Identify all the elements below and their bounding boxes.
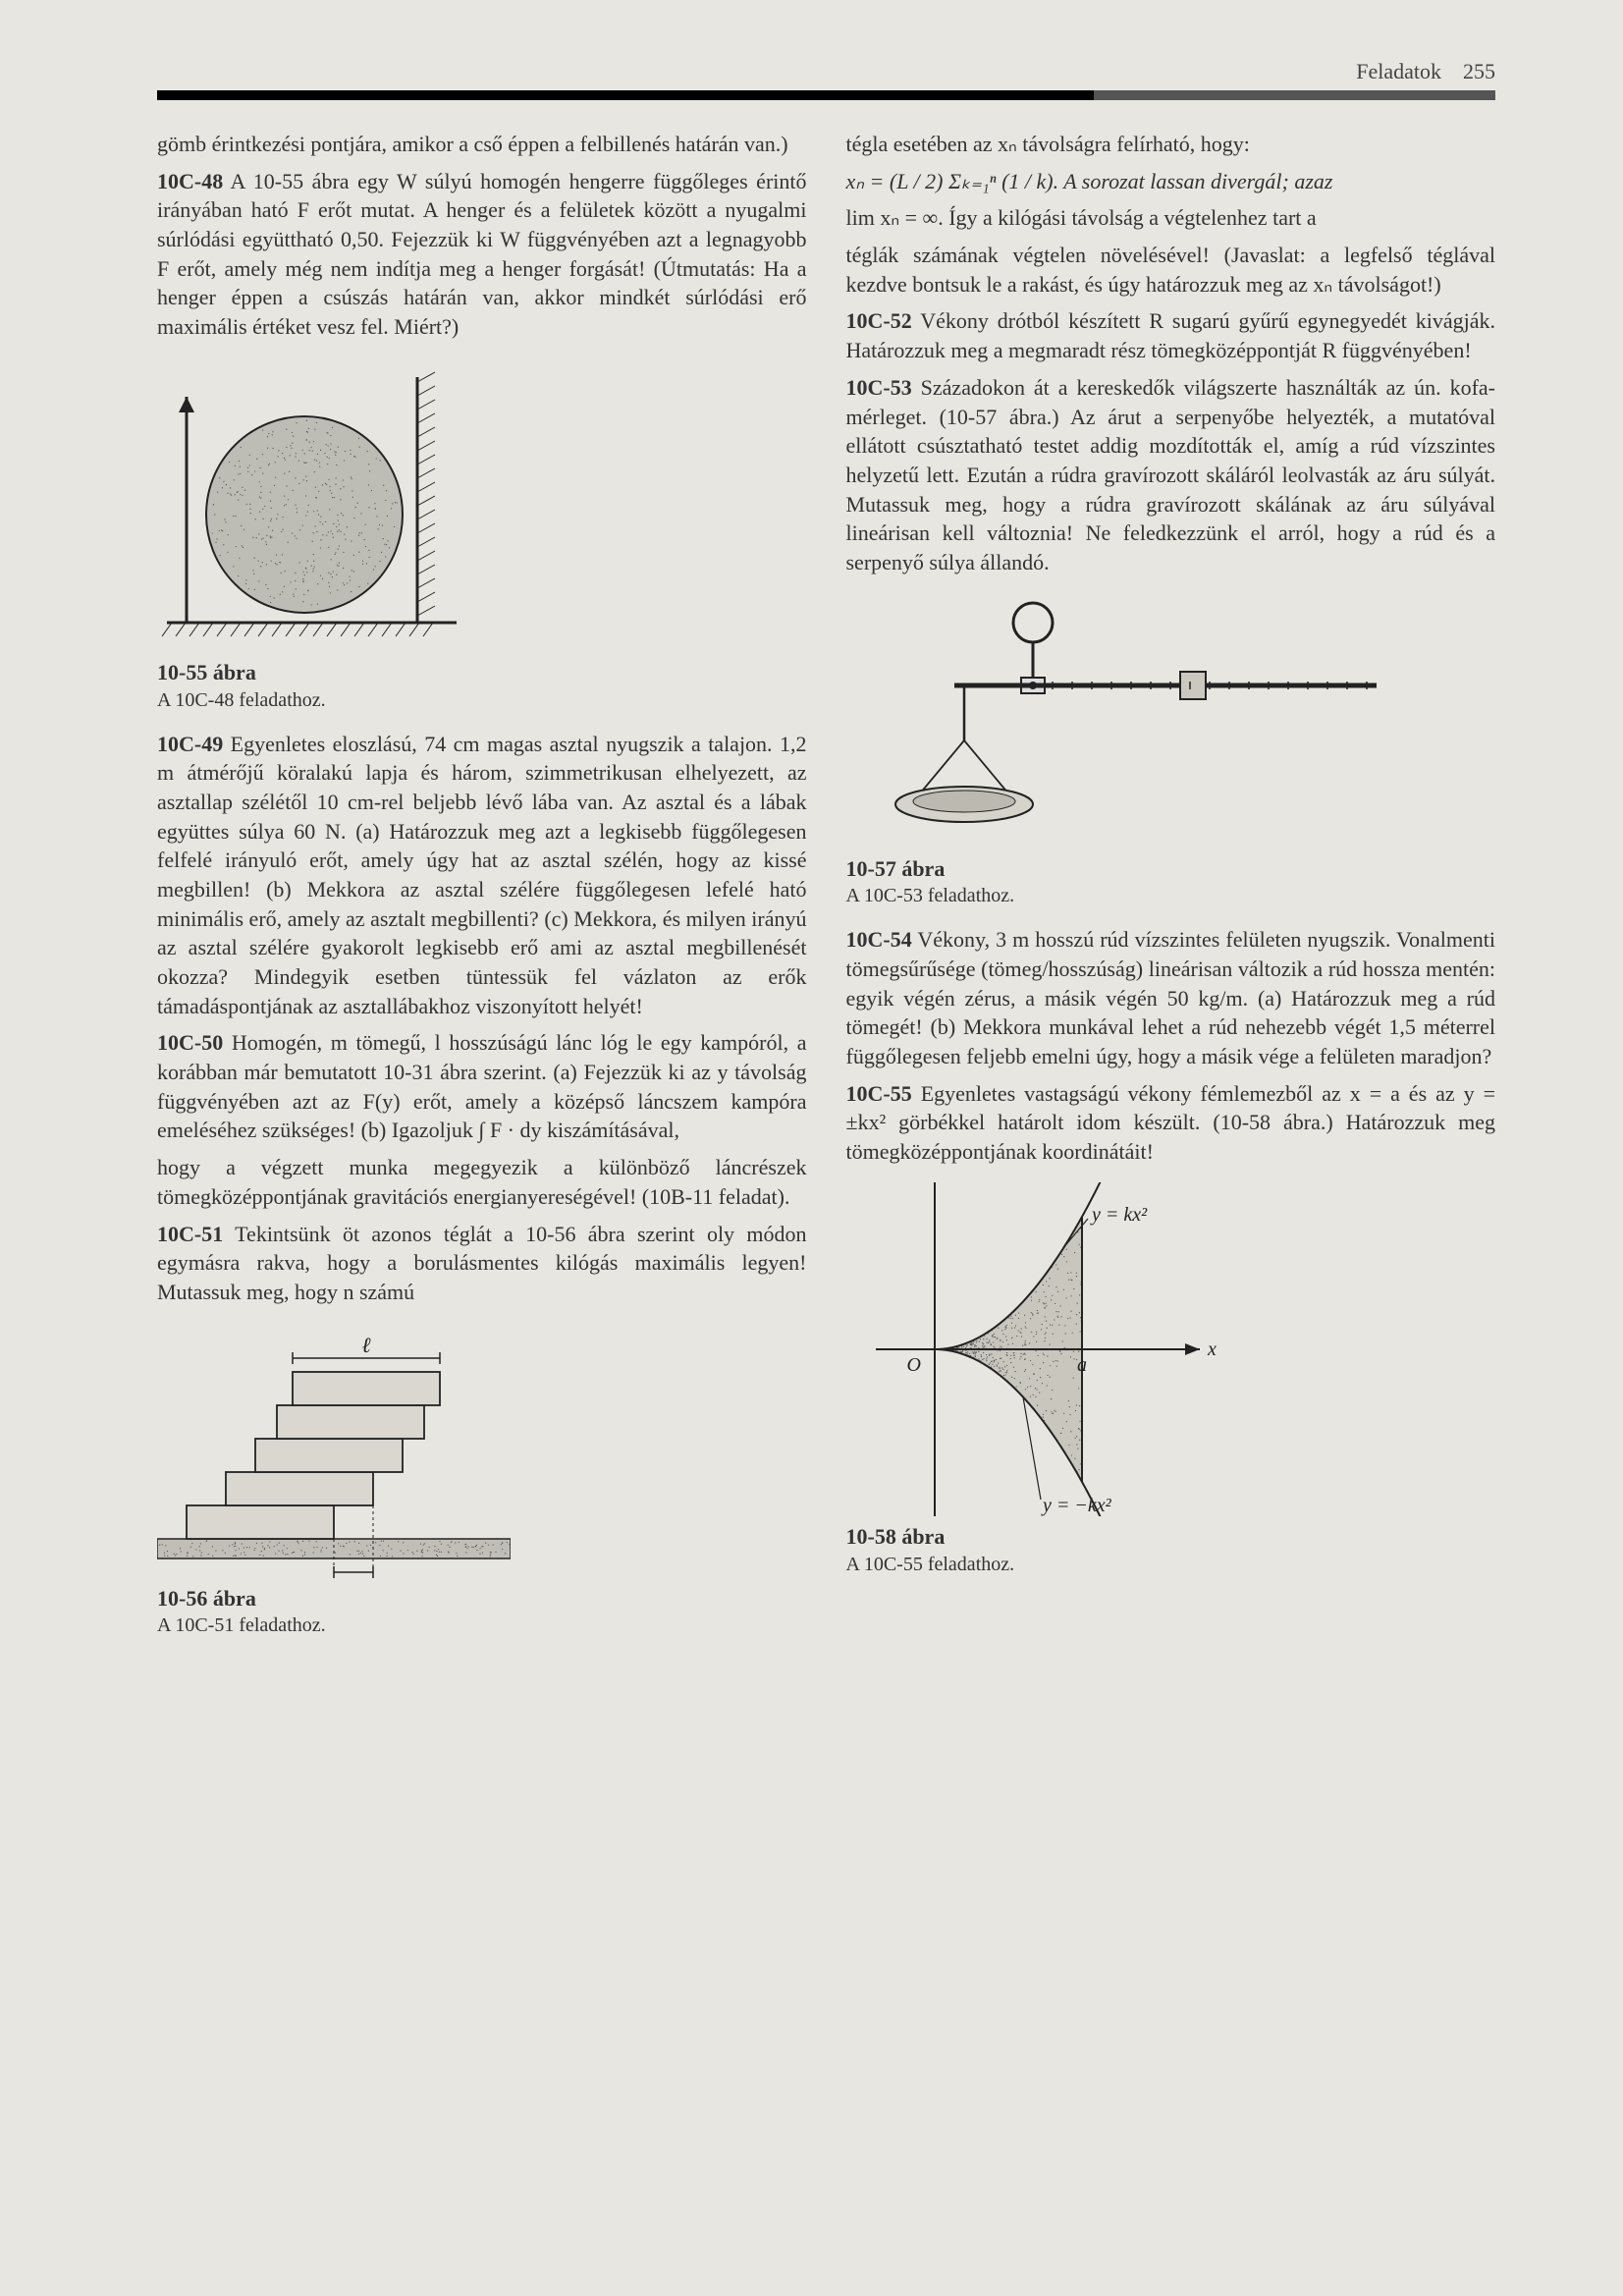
text: téglák számának végtelen növelésével! (J… [846,243,1496,297]
text-10C50b: hogy a végzett munka megegyezik a különb… [157,1155,807,1209]
figure-10-58-svg: yxOay = kx²y = −kx² [846,1182,1259,1516]
text-10C51: Tekintsünk öt azonos téglát a 10-56 ábra… [157,1222,807,1304]
svg-text:O: O [906,1354,920,1376]
text-10C54: Vékony, 3 m hosszú rúd vízszintes felüle… [846,927,1496,1068]
svg-text:ℓ: ℓ [361,1333,371,1357]
figure-10-56: ℓ x₄ 10-56 ábra A 10C-51 feladathoz. [157,1323,807,1640]
figure-10-55-sub: A 10C-48 feladathoz. [157,687,807,714]
figure-10-56-caption: 10-56 ábra [157,1584,807,1613]
text: tégla esetében az xₙ távolságra felírhat… [846,132,1250,156]
figure-10-57-caption: 10-57 ábra [846,854,1496,884]
paragraph-10C55: 10C-55 Egyenletes vastagságú vékony féml… [846,1079,1496,1167]
label-10C53: 10C-53 [846,375,912,400]
figure-10-58-caption: 10-58 ábra [846,1522,1496,1552]
text: lim xₙ = ∞. Így a kilógási távolság a vé… [846,205,1317,230]
figure-10-57-svg [846,593,1396,848]
text-10C52: Vékony drótból készített R sugarú gyűrű … [846,308,1496,362]
figure-10-56-sub: A 10C-51 feladathoz. [157,1613,807,1639]
paragraph-10C51: 10C-51 Tekintsünk öt azonos téglát a 10-… [157,1220,807,1307]
content-columns: gömb érintkezési pontjára, amikor a cső … [157,130,1495,1639]
text-10C49: Egyenletes eloszlású, 74 cm magas asztal… [157,732,807,1018]
svg-text:x₄: x₄ [345,1577,361,1578]
page-header: Feladatok 255 [157,59,1495,90]
text: gömb érintkezési pontjára, amikor a cső … [157,132,788,156]
text-10C53: Századokon át a kereskedők világszerte h… [846,375,1496,574]
svg-text:x: x [1207,1339,1217,1360]
paragraph-10C53: 10C-53 Századokon át a kereskedők világs… [846,373,1496,577]
figure-10-57: 10-57 ábra A 10C-53 feladathoz. [846,593,1496,910]
paragraph-10C50a: 10C-50 Homogén, m tömegű, l hosszúságú l… [157,1028,807,1145]
paragraph-lim: lim xₙ = ∞. Így a kilógási távolság a vé… [846,203,1496,233]
label-10C48: 10C-48 [157,169,223,193]
figure-10-55-caption: 10-55 ábra [157,658,807,687]
header-page-number: 255 [1463,59,1495,83]
paragraph-top2: téglák számának végtelen növelésével! (J… [846,241,1496,299]
svg-text:y = kx²: y = kx² [1090,1204,1148,1226]
header-rule [157,90,1495,100]
paragraph-10C54: 10C-54 Vékony, 3 m hosszú rúd vízszintes… [846,925,1496,1070]
text: xₙ = (L / 2) Σₖ₌₁ⁿ (1 / k). A sorozat la… [846,169,1333,193]
text-10C55: Egyenletes vastagságú vékony fémlemezből… [846,1081,1496,1164]
formula-xn: xₙ = (L / 2) Σₖ₌₁ⁿ (1 / k). A sorozat la… [846,167,1496,196]
figure-10-55: 10-55 ábra A 10C-48 feladathoz. [157,357,807,714]
label-10C50: 10C-50 [157,1030,223,1055]
paragraph-10C50b: hogy a végzett munka megegyezik a különb… [157,1153,807,1211]
label-10C55: 10C-55 [846,1081,912,1106]
label-10C54: 10C-54 [846,927,912,952]
figure-10-55-svg [157,357,471,652]
figure-10-56-svg: ℓ x₄ [157,1323,511,1578]
header-section: Feladatok [1356,59,1441,83]
text-10C50a: Homogén, m tömegű, l hosszúságú lánc lóg… [157,1030,807,1142]
paragraph-10C48: 10C-48 A 10-55 ábra egy W súlyú homogén … [157,167,807,342]
svg-text:y = −kx²: y = −kx² [1041,1495,1112,1516]
label-10C52: 10C-52 [846,308,912,333]
figure-10-58-sub: A 10C-55 feladathoz. [846,1552,1496,1578]
paragraph-top1: tégla esetében az xₙ távolságra felírhat… [846,130,1496,159]
figure-10-57-sub: A 10C-53 feladathoz. [846,883,1496,909]
svg-text:a: a [1077,1354,1087,1376]
figure-10-58: yxOay = kx²y = −kx² 10-58 ábra A 10C-55 … [846,1182,1496,1578]
label-10C51: 10C-51 [157,1222,223,1246]
paragraph-10C52: 10C-52 Vékony drótból készített R sugarú… [846,306,1496,364]
paragraph-intro: gömb érintkezési pontjára, amikor a cső … [157,130,807,159]
label-10C49: 10C-49 [157,732,223,756]
page: Feladatok 255 gömb érintkezési pontjára,… [0,0,1623,2296]
paragraph-10C49: 10C-49 Egyenletes eloszlású, 74 cm magas… [157,730,807,1021]
text-10C48: A 10-55 ábra egy W súlyú homogén hengerr… [157,169,807,339]
